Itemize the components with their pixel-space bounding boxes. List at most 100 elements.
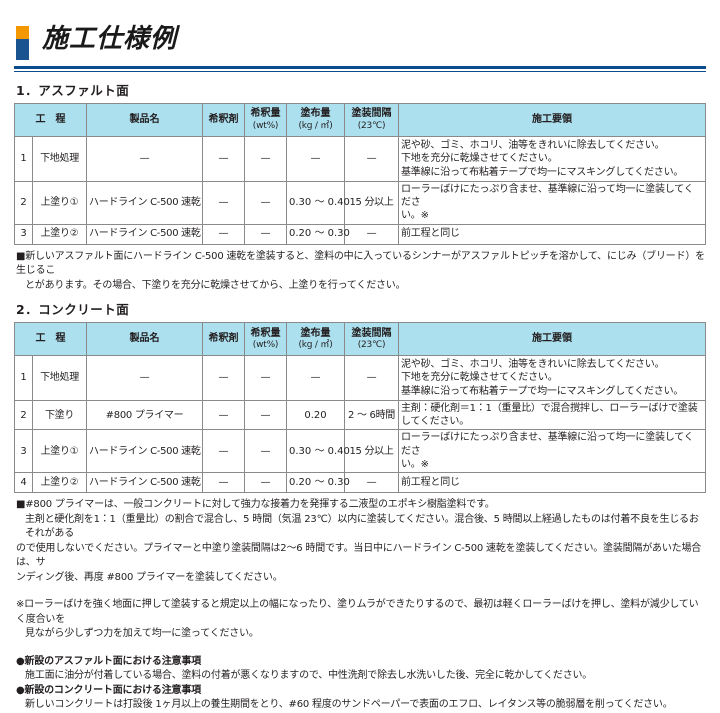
cell-row-number: 2 [14, 400, 33, 431]
cell-thinner-amount: — [244, 355, 287, 402]
caution-body-concrete: 新しいコンクリートは打設後 1ヶ月以上の養生期間をとり、#60 程度のサンドペー… [25, 699, 673, 710]
column-header-interval: 塗装間隔 (23℃) [344, 103, 399, 137]
column-header-thinner-amount: 希釈量 (wt%) [244, 103, 287, 137]
spec-table-concrete: 工 程 製品名 希釈剤 希釈量 (wt%) 塗布量 (kg / ㎡) [14, 322, 706, 493]
cell-interval: — [344, 472, 399, 493]
cell-thinner: — [202, 355, 245, 402]
marker-blue-segment [16, 39, 29, 60]
section-asphalt: 1．アスファルト面 工 程 製品名 希釈剤 [14, 80, 706, 293]
cell-interval: — [344, 355, 399, 402]
cell-procedure: ローラーばけにたっぷり含ませ、基準線に沿って均一に塗装してくださ い。※ [398, 181, 706, 225]
note-concrete: ■#800 プライマーは、一般コンクリートに対して強力な接着力を発揮する二液型の… [16, 499, 702, 583]
marker-orange-segment [16, 26, 29, 39]
caution-heading-asphalt: ●新設のアスファルト面における注意事項 [16, 655, 201, 667]
cell-procedure: 主剤：硬化剤＝1：1（重量比）で混合撹拌し、ローラーばけで塗装してください。 [398, 400, 706, 431]
cell-interval: 15 分以上 [344, 181, 399, 225]
column-header-thinner: 希釈剤 [202, 103, 245, 137]
cell-thinner: — [202, 223, 245, 245]
cell-process: 上塗り① [32, 429, 87, 473]
cell-row-number: 3 [14, 223, 33, 245]
cell-thinner-amount: — [244, 223, 287, 245]
column-header-procedure: 施工要領 [398, 322, 706, 357]
cell-procedure: 前工程と同じ [398, 223, 706, 245]
cell-procedure: 泥や砂、ゴミ、ホコリ、油等をきれいに除去してください。 下地を充分に乾燥させてく… [398, 136, 706, 182]
caution-body-asphalt: 施工面に油分が付着している場合、塗料の付着が悪くなりますので、中性洗剤で除去し水… [25, 670, 593, 681]
cell-interval: 15 分以上 [344, 429, 399, 473]
cell-product: ハードライン C-500 速乾 [86, 223, 203, 245]
column-header-coating-amount: 塗布量 (kg / ㎡) [286, 103, 345, 137]
cell-coating-amount: 0.20 ～ 0.30 [286, 472, 350, 493]
cell-process: 上塗り② [32, 223, 87, 245]
cell-thinner: — [202, 181, 245, 225]
cell-coating-amount: 0.30 ～ 0.40 [286, 429, 350, 473]
table-row: 1 下地処理 — — — — — 泥や砂、ゴミ、ホコリ、油等をきれいに除去してく… [14, 355, 706, 402]
cell-procedure: ローラーばけにたっぷり含ませ、基準線に沿って均一に塗装してくださ い。※ [398, 429, 706, 473]
cell-process: 上塗り① [32, 181, 87, 225]
note-asphalt: ■新しいアスファルト面にハードライン C-500 速乾を塗装すると、塗料の中に入… [16, 250, 705, 291]
section-heading-asphalt: 1．アスファルト面 [16, 83, 130, 98]
column-header-interval: 塗装間隔 (23℃) [344, 322, 399, 357]
footnote-roller: ※ローラーばけを強く地面に押して塗装すると規定以上の幅になったり、塗りムラができ… [16, 599, 699, 639]
cell-process: 下塗り [32, 400, 87, 431]
cell-thinner: — [202, 429, 245, 473]
cell-thinner-amount: — [244, 136, 287, 182]
section-heading-concrete: 2．コンクリート面 [16, 302, 130, 318]
cell-row-number: 1 [14, 355, 33, 402]
cell-thinner-amount: — [244, 181, 287, 225]
cell-row-number: 4 [14, 472, 33, 493]
cell-row-number: 3 [14, 429, 33, 473]
column-header-process: 工 程 [14, 103, 87, 137]
table-row: 1 下地処理 — — — — — 泥や砂、ゴミ、ホコリ、油等をきれいに除去してく… [14, 136, 706, 182]
cell-coating-amount: 0.20 [286, 400, 345, 431]
cell-thinner-amount: — [244, 400, 287, 431]
cell-procedure: 泥や砂、ゴミ、ホコリ、油等をきれいに除去してください。 下地を充分に乾燥させてく… [398, 355, 706, 402]
cell-product: ハードライン C-500 速乾 [86, 472, 203, 493]
cell-process: 上塗り② [32, 472, 87, 493]
cell-thinner: — [202, 400, 245, 431]
cell-thinner: — [202, 136, 245, 182]
column-header-product: 製品名 [86, 103, 203, 137]
document-header: 施工仕様例 [14, 0, 706, 72]
cell-thinner: — [202, 472, 245, 493]
column-header-thinner-amount: 希釈量 (wt%) [244, 322, 287, 357]
cell-coating-amount: — [286, 136, 345, 182]
table-row: 3 上塗り② ハードライン C-500 速乾 — — 0.20 ～ 0.30 —… [14, 223, 706, 245]
cell-row-number: 1 [14, 136, 33, 182]
cell-procedure: 前工程と同じ [398, 472, 706, 493]
caution-heading-concrete: ●新設のコンクリート面における注意事項 [16, 684, 201, 696]
table-row: 2 下塗り #800 プライマー — — 0.20 2 ～ 6時間 主剤：硬化剤… [14, 400, 706, 431]
cell-thinner-amount: — [244, 429, 287, 473]
cell-interval: — [344, 223, 399, 245]
cell-product: — [86, 355, 203, 402]
table-body-concrete: 1 下地処理 — — — — — 泥や砂、ゴミ、ホコリ、油等をきれいに除去してく… [14, 355, 706, 493]
page-title: 施工仕様例 [42, 24, 178, 54]
cell-process: 下地処理 [32, 355, 87, 402]
cell-product: #800 プライマー [86, 400, 203, 431]
cell-row-number: 2 [14, 181, 33, 225]
column-header-product: 製品名 [86, 322, 203, 357]
title-accent-marker-icon [16, 26, 29, 60]
cell-coating-amount: 0.20 ～ 0.30 [286, 223, 350, 245]
cell-interval: 2 ～ 6時間 [344, 400, 399, 431]
table-header-row: 工 程 製品名 希釈剤 希釈量 (wt%) 塗布量 (kg / ㎡) [14, 103, 706, 137]
table-row: 2 上塗り① ハードライン C-500 速乾 — — 0.30 ～ 0.40 1… [14, 181, 706, 225]
table-header-row: 工 程 製品名 希釈剤 希釈量 (wt%) 塗布量 (kg / ㎡) [14, 322, 706, 357]
cell-process: 下地処理 [32, 136, 87, 182]
section-concrete: 2．コンクリート面 工 程 製品名 希釈剤 [14, 299, 706, 585]
column-header-coating-amount: 塗布量 (kg / ㎡) [286, 322, 345, 357]
footnote-cautions: ●新設のアスファルト面における注意事項 施工面に油分が付着している場合、塗料の付… [16, 647, 706, 713]
column-header-process: 工 程 [14, 322, 87, 357]
title-divider [14, 66, 706, 72]
cell-coating-amount: 0.30 ～ 0.40 [286, 181, 350, 225]
document-page: 施工仕様例 1．アスファルト面 工 程 製品名 希釈剤 [14, 0, 706, 710]
cell-product: — [86, 136, 203, 182]
table-row: 4 上塗り② ハードライン C-500 速乾 — — 0.20 ～ 0.30 —… [14, 472, 706, 493]
cell-product: ハードライン C-500 速乾 [86, 181, 203, 225]
spec-table-asphalt: 工 程 製品名 希釈剤 希釈量 (wt%) 塗布量 (kg / ㎡) [14, 103, 706, 245]
cell-interval: — [344, 136, 399, 182]
column-header-thinner: 希釈剤 [202, 322, 245, 357]
table-body-asphalt: 1 下地処理 — — — — — 泥や砂、ゴミ、ホコリ、油等をきれいに除去してく… [14, 136, 706, 245]
column-header-procedure: 施工要領 [398, 103, 706, 137]
cell-product: ハードライン C-500 速乾 [86, 429, 203, 473]
cell-coating-amount: — [286, 355, 345, 402]
